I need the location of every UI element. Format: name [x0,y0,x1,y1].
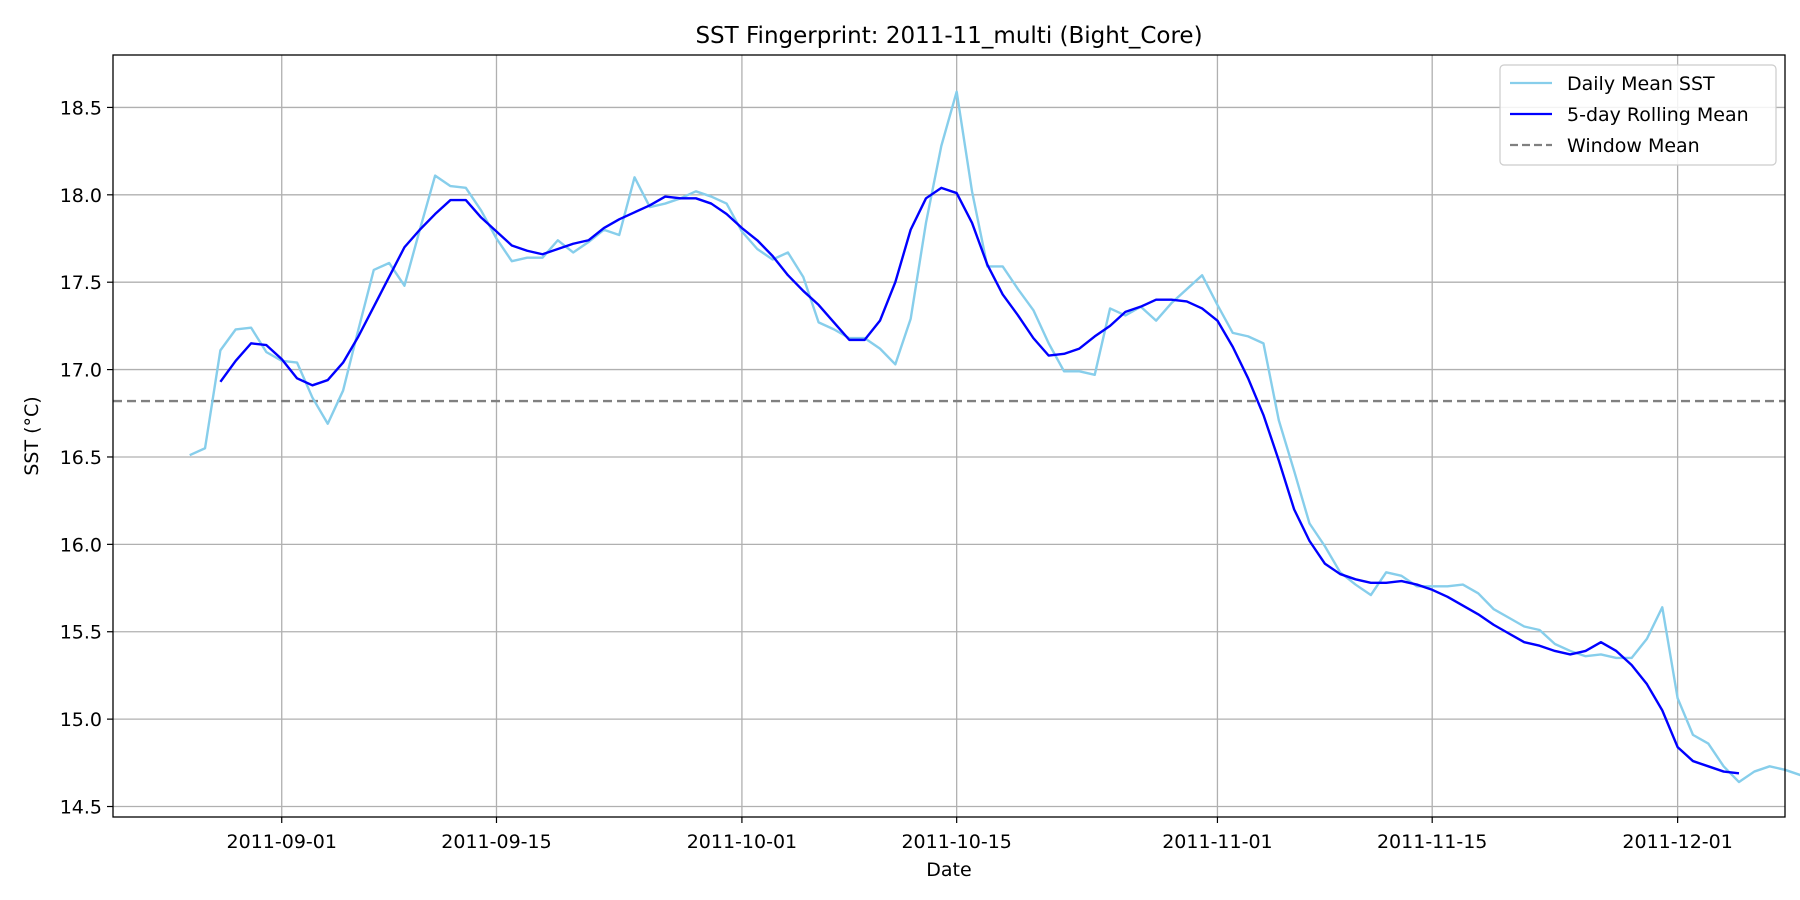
x-tick-label: 2011-10-01 [687,831,797,853]
chart-title: SST Fingerprint: 2011-11_multi (Bight_Co… [695,23,1202,49]
legend-box [1499,64,1777,166]
y-tick-label: 17.0 [60,360,102,382]
plot-frame [112,54,1786,818]
y-tick-label: 14.5 [60,797,102,819]
y-tick-label: 18.0 [60,185,102,207]
x-tick-label: 2011-11-15 [1377,831,1487,853]
legend: Daily Mean SST 5-day Rolling Mean Window… [1499,64,1777,166]
x-axis-title: Date [926,859,971,881]
rolling-mean-line [219,186,1740,775]
y-axis: 14.5 15.0 15.5 16.0 16.5 17.0 17.5 18.0 18.5 [60,97,113,819]
y-axis-title: SST (°C) [21,396,43,475]
x-axis: 2011-09-01 2011-09-15 2011-10-01 2011-10-15… [227,817,1733,853]
grid-lines [113,55,1785,817]
y-tick-label: 17.5 [60,272,102,294]
daily-mean-sst-line [189,90,1800,784]
x-tick-label: 2011-12-01 [1622,831,1732,853]
y-tick-label: 16.0 [60,534,102,556]
y-tick-label: 18.5 [60,97,102,119]
x-tick-label: 2011-10-15 [901,831,1011,853]
y-tick-label: 15.5 [60,622,102,644]
legend-label-daily: Daily Mean SST [1567,73,1715,95]
y-tick-label: 15.0 [60,709,102,731]
legend-label-window-mean: Window Mean [1567,135,1700,157]
y-tick-label: 16.5 [60,447,102,469]
x-tick-label: 2011-11-01 [1162,831,1272,853]
x-tick-label: 2011-09-15 [441,831,551,853]
legend-label-rolling: 5-day Rolling Mean [1567,104,1749,126]
x-tick-label: 2011-09-01 [227,831,337,853]
